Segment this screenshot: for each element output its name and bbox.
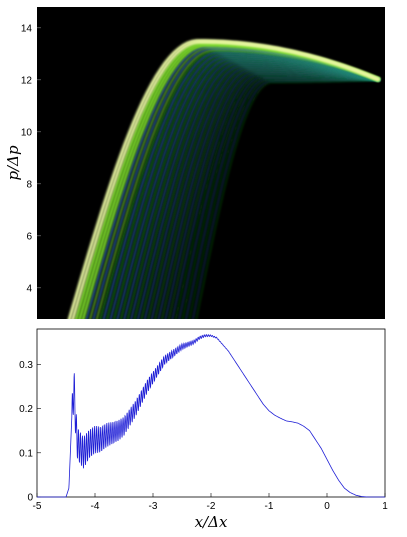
density-x-tick-label: -2 (207, 501, 216, 512)
density-ticks: -5 -4 -3 -2 -1 0 1 0 0.1 0.2 0.3 (19, 360, 388, 512)
density-y-tick-label: 0.2 (19, 404, 33, 415)
density-plot-frame (36, 328, 386, 498)
density-x-tick-label: -1 (265, 501, 274, 512)
density-x-tick-label: -5 (33, 501, 42, 512)
density-panel: -5 -4 -3 -2 -1 0 1 0 0.1 0.2 0.3 x/Δx (19, 328, 388, 531)
density-y-tick-label: 0 (27, 493, 33, 504)
phase-space-y-tick-label: 12 (21, 75, 33, 86)
density-x-tick-label: 0 (324, 501, 330, 512)
density-x-tick-label: -4 (91, 501, 100, 512)
phase-space-y-tick-label: 4 (26, 283, 32, 294)
phase-space-fringe (67, 39, 380, 319)
phase-space-y-label: p/Δp (4, 145, 22, 180)
phase-space-y-tick-label: 6 (26, 231, 32, 242)
density-series-line (37, 333, 385, 498)
phase-space-y-tick-label: 14 (21, 23, 33, 34)
density-y-tick-label: 0.1 (19, 448, 33, 459)
density-x-tick-label: 1 (382, 501, 388, 512)
phase-space-y-tick-label: 10 (21, 127, 33, 138)
density-x-label: x/Δx (195, 513, 228, 531)
density-x-tick-label: -3 (149, 501, 158, 512)
density-y-tick-label: 0.3 (19, 360, 33, 371)
phase-space-fringes (67, 39, 380, 319)
phase-space-y-tick-label: 8 (26, 179, 32, 190)
phase-space-panel: 4 6 8 10 12 14 p/Δp (4, 7, 385, 319)
phase-space-y-ticks: 4 6 8 10 12 14 (21, 23, 41, 294)
